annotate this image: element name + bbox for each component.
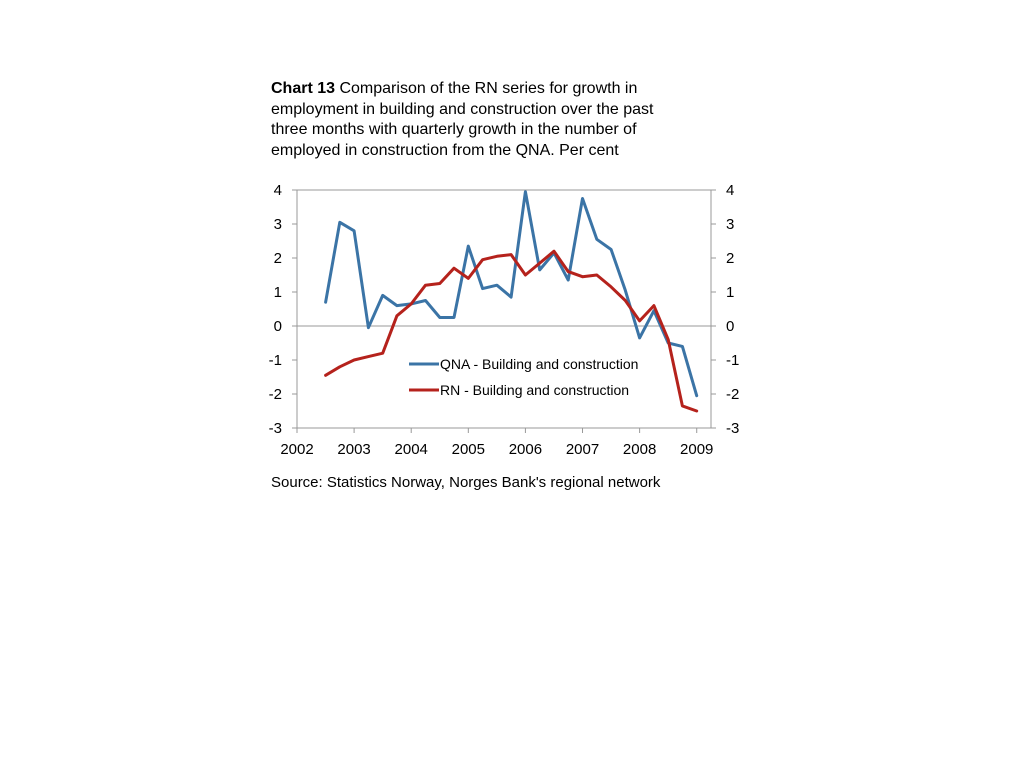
x-tick-label: 2007 [566, 441, 599, 458]
source-note: Source: Statistics Norway, Norges Bank's… [271, 474, 661, 491]
y-tick-label-right: 0 [726, 318, 734, 335]
x-tick-label: 2009 [680, 441, 713, 458]
chart-title: Chart 13 Comparison of the RN series for… [271, 79, 691, 161]
y-tick-label-left: 4 [274, 182, 282, 199]
chart-title-text: Comparison of the RN series for growth i… [271, 80, 654, 159]
y-tick-label-right: 2 [726, 250, 734, 267]
x-axis: 2002 2003 2004 2005 2006 2007 2008 2009 [280, 428, 713, 458]
y-tick-label-right: 1 [726, 284, 734, 301]
y-tick-label-left: 3 [274, 216, 282, 233]
plot-frame [296, 189, 712, 429]
y-tick-label-right: 4 [726, 182, 734, 199]
x-tick-label: 2002 [280, 441, 313, 458]
series-line-qna [324, 190, 699, 398]
x-tick-label: 2008 [623, 441, 656, 458]
x-tick-label: 2005 [452, 441, 485, 458]
series-lines [324, 190, 699, 413]
chart-number: Chart 13 [271, 80, 336, 97]
y-axis-right: 4 3 2 1 0 -1 -2 -3 [711, 182, 739, 437]
y-tick-label-right: 3 [726, 216, 734, 233]
y-tick-label-left: 1 [274, 284, 282, 301]
y-tick-label-right: -1 [726, 352, 739, 369]
x-tick-label: 2006 [509, 441, 542, 458]
y-tick-label-left: -2 [269, 386, 282, 403]
x-tick-label: 2004 [395, 441, 428, 458]
y-tick-label-left: 0 [274, 318, 282, 335]
y-tick-label-right: -2 [726, 386, 739, 403]
y-tick-label-left: 2 [274, 250, 282, 267]
x-tick-label: 2003 [337, 441, 370, 458]
legend-label: RN - Building and construction [440, 382, 629, 398]
y-tick-label-right: -3 [726, 420, 739, 437]
y-tick-label-left: -1 [269, 352, 282, 369]
series-line-rn [324, 249, 699, 413]
legend-label: QNA - Building and construction [440, 356, 638, 372]
y-tick-label-left: -3 [269, 420, 282, 437]
y-axis-left: 4 3 2 1 0 -1 -2 -3 [269, 182, 297, 437]
legend: QNA - Building and construction RN - Buil… [409, 356, 638, 398]
